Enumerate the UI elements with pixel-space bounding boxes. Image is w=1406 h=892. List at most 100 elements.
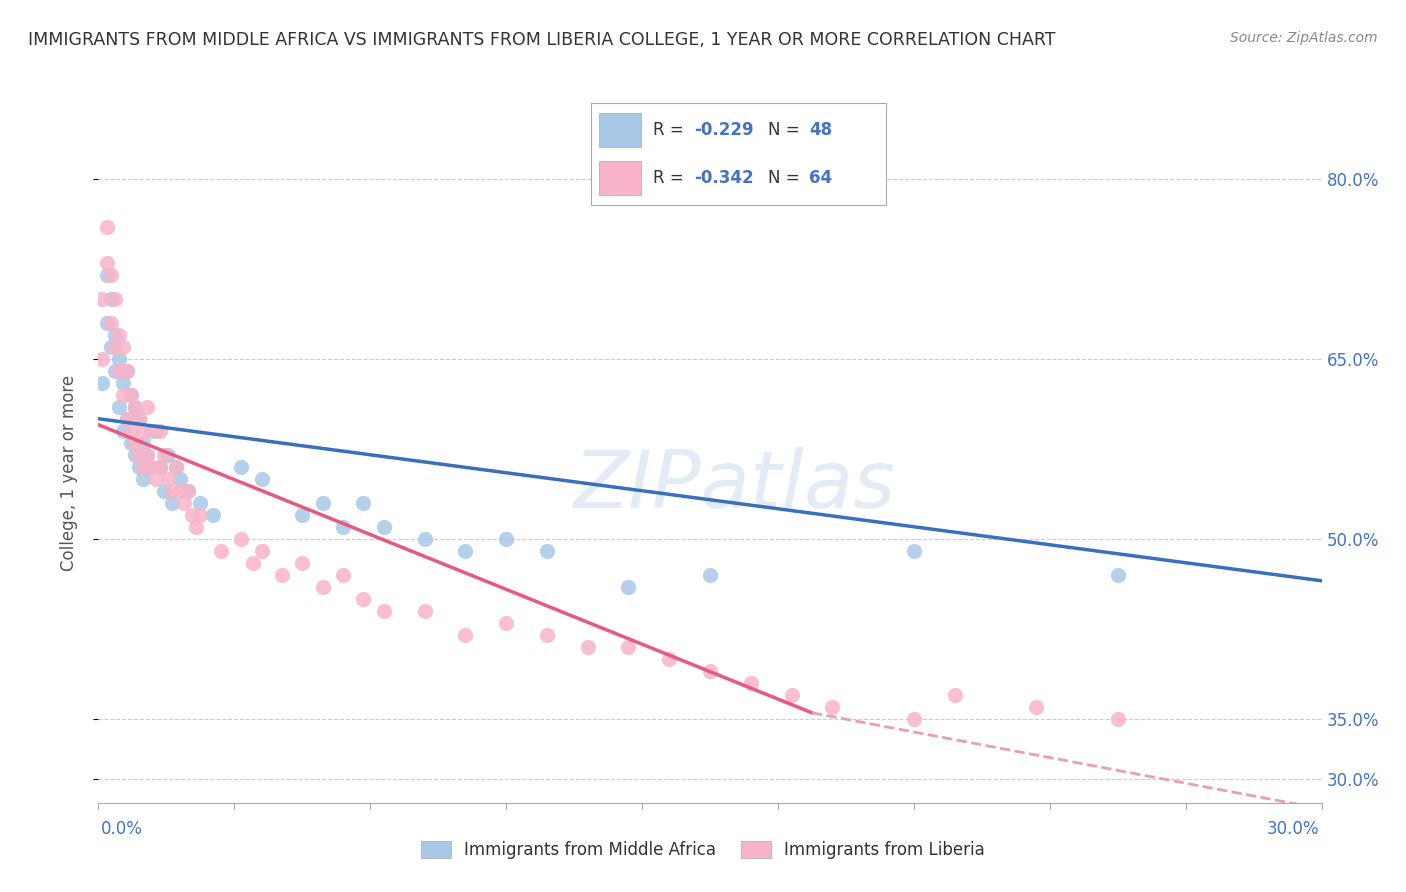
Text: ZIPatlas: ZIPatlas (574, 447, 896, 525)
Text: R =: R = (652, 169, 689, 187)
Point (111, 340, 134, 354)
Point (201, 508, 224, 522)
Point (141, 424, 163, 438)
Point (91, 292, 114, 306)
Point (120, 424, 142, 438)
Point (413, 604, 436, 618)
Text: 64: 64 (808, 169, 832, 187)
FancyBboxPatch shape (599, 113, 641, 146)
Point (132, 459, 155, 474)
Point (120, 435, 142, 450)
Point (100, 292, 122, 306)
Text: Source: ZipAtlas.com: Source: ZipAtlas.com (1230, 31, 1378, 45)
Point (181, 508, 204, 522)
Point (332, 520, 354, 534)
Point (111, 388, 134, 402)
Point (1107, 567, 1129, 582)
Point (141, 459, 163, 474)
Point (495, 615, 517, 630)
Point (165, 459, 187, 474)
Point (536, 628, 558, 642)
Point (454, 543, 477, 558)
Point (780, 688, 803, 702)
Point (160, 496, 183, 510)
Text: R =: R = (652, 120, 689, 139)
Point (141, 459, 163, 474)
Point (96, 219, 118, 234)
Point (373, 604, 395, 618)
Point (270, 567, 294, 582)
Point (124, 435, 146, 450)
Point (115, 411, 138, 425)
Point (100, 268, 122, 282)
Point (136, 448, 159, 462)
Point (111, 424, 134, 438)
Point (454, 628, 477, 642)
Point (104, 340, 127, 354)
Point (332, 567, 354, 582)
Point (108, 351, 131, 366)
Point (111, 376, 134, 390)
Point (128, 411, 150, 425)
Point (188, 508, 212, 522)
Point (177, 483, 200, 498)
Point (108, 400, 131, 414)
Point (352, 496, 374, 510)
Point (136, 448, 159, 462)
Point (120, 388, 142, 402)
Text: 0.0%: 0.0% (101, 820, 143, 838)
Point (96, 316, 118, 330)
Text: IMMIGRANTS FROM MIDDLE AFRICA VS IMMIGRANTS FROM LIBERIA COLLEGE, 1 YEAR OR MORE: IMMIGRANTS FROM MIDDLE AFRICA VS IMMIGRA… (28, 31, 1056, 49)
Point (156, 448, 179, 462)
Text: -0.342: -0.342 (695, 169, 754, 187)
Point (231, 532, 253, 546)
Point (115, 411, 138, 425)
Point (124, 400, 146, 414)
Point (291, 508, 314, 522)
Point (169, 483, 191, 498)
Point (352, 591, 374, 606)
Point (699, 567, 721, 582)
Point (250, 543, 273, 558)
Point (1107, 712, 1129, 726)
Point (699, 664, 721, 678)
Point (104, 327, 127, 342)
Point (132, 472, 155, 486)
Point (100, 340, 122, 354)
Point (188, 496, 212, 510)
Point (658, 652, 681, 666)
Point (124, 448, 146, 462)
Point (120, 388, 142, 402)
Point (108, 364, 131, 378)
Point (903, 543, 925, 558)
Point (128, 448, 150, 462)
FancyBboxPatch shape (599, 161, 641, 194)
Point (1025, 699, 1047, 714)
Point (149, 459, 172, 474)
Point (152, 483, 174, 498)
Y-axis label: College, 1 year or more: College, 1 year or more (59, 375, 77, 571)
Point (132, 435, 155, 450)
Point (821, 699, 844, 714)
Point (312, 496, 335, 510)
Point (91, 376, 114, 390)
Point (145, 472, 167, 486)
Point (149, 459, 172, 474)
Point (495, 532, 517, 546)
Point (96, 256, 118, 270)
Point (740, 675, 762, 690)
Point (100, 316, 122, 330)
Point (186, 520, 208, 534)
Text: N =: N = (768, 169, 804, 187)
Text: 48: 48 (808, 120, 832, 139)
Point (209, 543, 232, 558)
Point (943, 688, 966, 702)
Point (160, 483, 183, 498)
Point (115, 364, 138, 378)
Point (177, 483, 200, 498)
Point (373, 520, 395, 534)
Point (132, 424, 155, 438)
Legend: Immigrants from Middle Africa, Immigrants from Liberia: Immigrants from Middle Africa, Immigrant… (415, 834, 991, 866)
Point (617, 580, 640, 594)
Point (291, 556, 314, 570)
